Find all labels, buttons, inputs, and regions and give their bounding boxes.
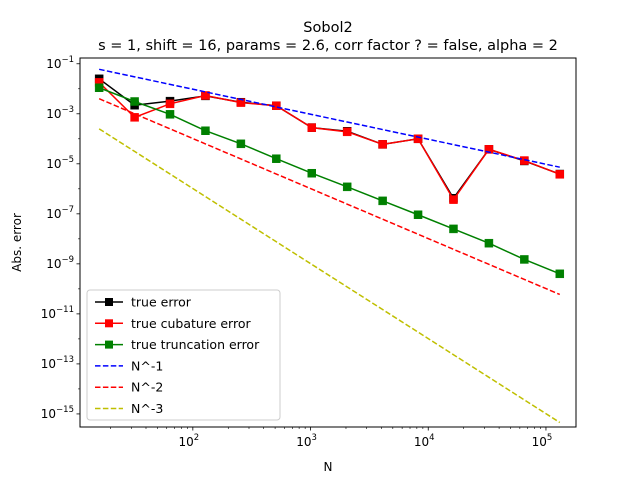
series-line (98, 68, 560, 168)
legend-label: N^-3 (131, 401, 163, 416)
chart-subtitle: s = 1, shift = 16, params = 2.6, corr fa… (98, 38, 558, 54)
data-point (555, 170, 565, 179)
y-tick-label: 10−15 (41, 405, 74, 421)
legend-item: true truncation error (95, 337, 260, 352)
legend-label: true cubature error (131, 316, 251, 331)
legend-item: N^-3 (95, 401, 163, 416)
data-point (236, 139, 246, 149)
y-tick-label: 10−11 (41, 305, 74, 321)
data-point (130, 113, 139, 122)
data-point (342, 182, 352, 192)
x-axis-label: N (324, 460, 333, 474)
data-point (201, 91, 210, 100)
series-n-3 (98, 128, 561, 424)
data-point (165, 110, 175, 119)
series-layer (94, 68, 565, 424)
data-point (484, 145, 494, 154)
series-n-2 (98, 98, 561, 296)
series-n-1 (98, 68, 560, 168)
x-tick-label: 103 (296, 433, 317, 449)
y-tick-label: 10−7 (46, 205, 74, 221)
legend-item: N^-1 (95, 358, 163, 373)
legend-marker (105, 340, 113, 349)
data-point (520, 255, 529, 264)
data-point (307, 168, 317, 178)
data-point (130, 97, 139, 106)
x-tick-label: 105 (532, 433, 553, 449)
legend-item: true error (95, 295, 192, 310)
data-point (413, 210, 423, 219)
series-line (98, 81, 561, 202)
legend-box (86, 289, 281, 421)
data-point (342, 127, 352, 137)
legend-label: N^-1 (131, 358, 163, 373)
chart-title: Sobol2 (303, 20, 352, 36)
data-point (449, 224, 458, 234)
legend-label: N^-2 (131, 380, 163, 395)
legend-label: true truncation error (131, 337, 260, 352)
series-true-truncation-error (94, 83, 565, 279)
y-tick-label: 10−1 (46, 55, 74, 71)
data-point (449, 195, 458, 204)
data-point (555, 269, 565, 279)
data-point (165, 99, 175, 109)
data-point (484, 238, 494, 248)
legend-item: true cubature error (95, 316, 251, 331)
series-true-cubature-error (94, 78, 565, 204)
y-tick-label: 10−13 (41, 355, 74, 371)
x-tick-label: 104 (414, 433, 435, 449)
data-point (201, 126, 210, 135)
data-point (272, 154, 281, 163)
data-point (307, 123, 317, 132)
data-point (378, 196, 387, 206)
legend: true error true cubature error true trunca… (86, 289, 281, 421)
series-line (98, 98, 561, 296)
data-point (94, 83, 104, 92)
legend-item: N^-2 (95, 380, 163, 395)
x-tick-label: 102 (178, 433, 199, 449)
y-tick-label: 10−5 (46, 155, 74, 171)
ticks-layer: 102 103 104 105 10−15 10−13 10−11 10−9 10−7 10−5 1… (41, 55, 553, 449)
data-point (236, 98, 246, 107)
legend-marker (105, 319, 113, 328)
y-axis-label: Abs. error (10, 213, 24, 272)
series-line (98, 87, 561, 275)
plot-frame (79, 57, 577, 428)
series-line (98, 128, 561, 424)
legend-label: true error (131, 295, 192, 310)
y-tick-label: 10−9 (46, 255, 74, 271)
data-point (413, 134, 423, 144)
legend-marker (105, 298, 113, 306)
y-tick-label: 10−3 (46, 105, 74, 121)
data-point (378, 140, 387, 149)
